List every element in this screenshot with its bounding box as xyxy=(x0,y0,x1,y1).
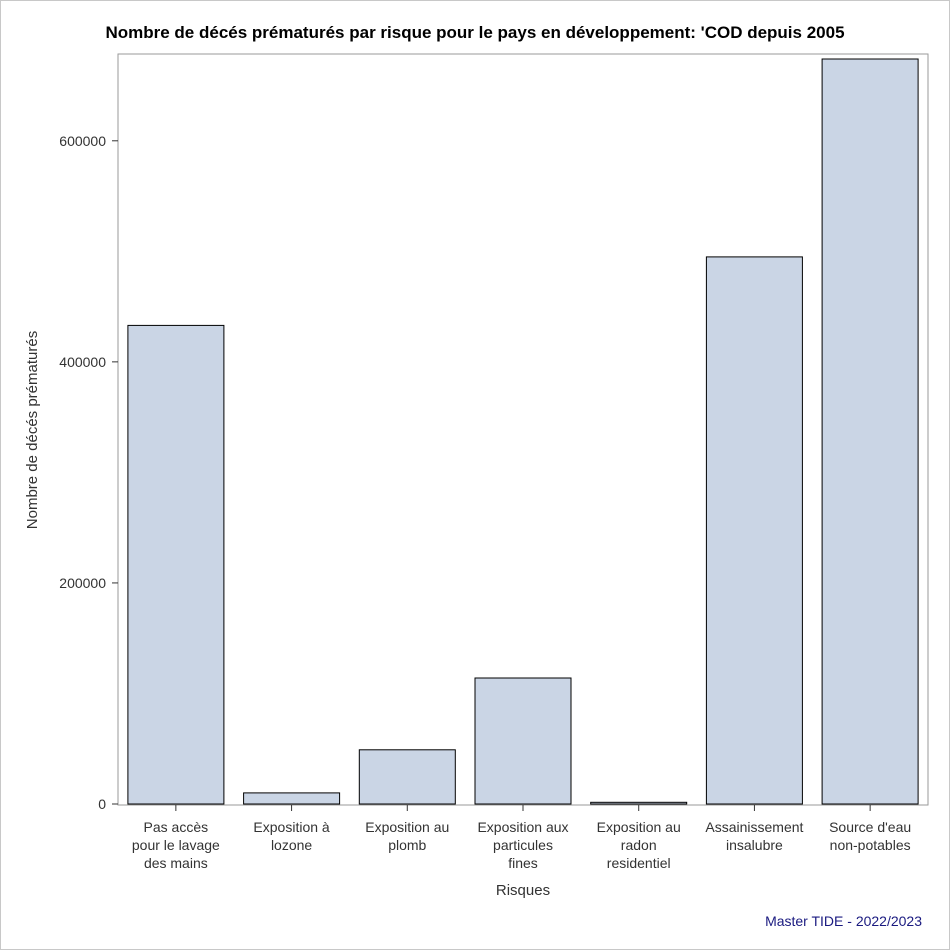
x-tick-label-2: Exposition à lozone xyxy=(253,819,329,853)
x-axis-title: Risques xyxy=(496,882,550,899)
chart-title: Nombre de décés prématurés par risque po… xyxy=(105,23,844,42)
y-tick-label-3: 600000 xyxy=(59,133,106,149)
x-axis: Pas accès pour le lavage des mains Expositi… xyxy=(132,805,911,871)
footnote: Master TIDE - 2022/2023 xyxy=(765,913,922,929)
y-tick-label-2: 400000 xyxy=(59,354,106,370)
bar-7 xyxy=(821,58,919,805)
y-axis: 0 200000 400000 600000 xyxy=(59,133,118,812)
x-tick-label-4: Exposition aux particules fines xyxy=(477,819,568,871)
bar-1 xyxy=(127,324,225,805)
bar-5 xyxy=(590,801,688,805)
y-tick-label-1: 200000 xyxy=(59,575,106,591)
bar-6 xyxy=(705,256,803,805)
bar-2 xyxy=(243,792,341,805)
y-tick-label-0: 0 xyxy=(98,796,106,812)
x-tick-label-7: Source d'eau non-potables xyxy=(829,819,911,853)
x-tick-label-6: Assainissement insalubre xyxy=(705,819,803,853)
bar-3 xyxy=(358,749,456,805)
x-tick-label-5: Exposition au radon residentiel xyxy=(597,819,681,871)
x-tick-label-1: Pas accès pour le lavage des mains xyxy=(132,819,220,871)
y-axis-title: Nombre de décés prématurés xyxy=(24,331,41,529)
bars-group xyxy=(127,58,919,805)
x-tick-label-3: Exposition au plomb xyxy=(365,819,449,853)
bar-4 xyxy=(474,677,572,805)
